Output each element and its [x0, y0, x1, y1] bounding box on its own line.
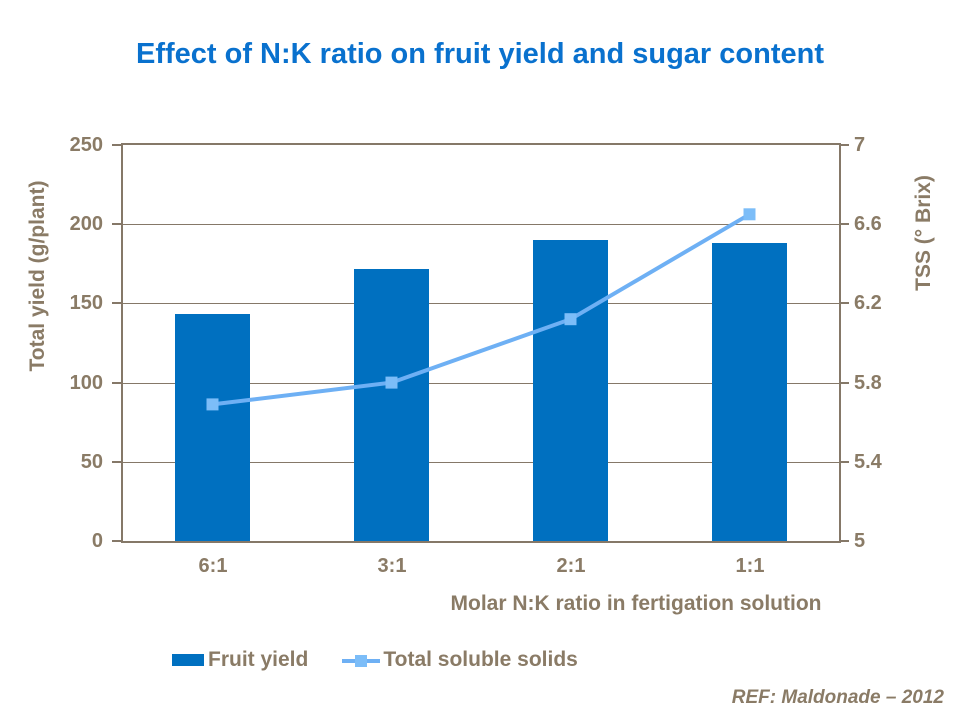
left-axis-title: Total yield (g/plant): [26, 180, 49, 372]
left-tick-mark: [112, 223, 121, 225]
right-axis-tick-5: 5: [854, 530, 866, 552]
x-axis-tick-3:1: 3:1: [377, 555, 407, 577]
right-tick-mark: [841, 461, 849, 463]
left-axis-tick-0: 0: [91, 530, 103, 552]
legend-label-fruit-yield: Fruit yield: [208, 648, 309, 671]
gridline-200: [123, 224, 839, 225]
right-tick-mark: [841, 302, 849, 304]
chart-title: Effect of N:K ratio on fruit yield and s…: [136, 38, 824, 70]
right-axis-tick-6.6: 6.6: [854, 213, 882, 235]
legend-label-total-soluble-solids: Total soluble solids: [383, 648, 578, 671]
left-tick-mark: [112, 382, 121, 384]
right-tick-mark: [841, 144, 849, 146]
line-swatch-marker: [355, 654, 368, 667]
right-tick-mark: [841, 223, 849, 225]
left-tick-mark: [112, 144, 121, 146]
line-series-swatch-icon: [342, 654, 381, 667]
bar-3:1: [354, 269, 429, 541]
x-axis-tick-2:1: 2:1: [556, 555, 586, 577]
legend-item-total-soluble-solids: Total soluble solids: [342, 648, 578, 672]
right-axis-tick-7: 7: [854, 134, 866, 156]
right-axis-tick-6.2: 6.2: [854, 292, 882, 314]
right-axis-title: TSS (° Brix): [912, 175, 935, 291]
right-axis-tick-5.4: 5.4: [854, 451, 882, 473]
left-axis-tick-50: 50: [80, 451, 103, 473]
bar-6:1: [175, 314, 250, 541]
legend-item-fruit-yield: Fruit yield: [172, 648, 308, 672]
tss-line: [212, 212, 751, 407]
x-axis-tick-1:1: 1:1: [735, 555, 765, 577]
left-tick-mark: [112, 540, 121, 542]
right-tick-mark: [841, 540, 849, 542]
left-axis-tick-200: 200: [69, 213, 103, 235]
left-tick-mark: [112, 302, 121, 304]
plot-area: [121, 143, 841, 543]
right-tick-mark: [841, 382, 849, 384]
legend: Fruit yield Total soluble solids: [172, 648, 578, 672]
bar-series-swatch-icon: [172, 654, 204, 666]
right-axis-tick-5.8: 5.8: [854, 372, 882, 394]
left-axis-tick-100: 100: [69, 372, 103, 394]
reference-text: REF: Maldonade – 2012: [731, 687, 944, 708]
x-axis-title: Molar N:K ratio in fertigation solution: [450, 592, 822, 615]
left-axis-tick-250: 250: [69, 134, 103, 156]
gridline-50: [123, 462, 839, 463]
left-tick-mark: [112, 461, 121, 463]
bar-1:1: [712, 243, 787, 541]
x-axis-tick-6:1: 6:1: [198, 555, 228, 577]
bar-2:1: [533, 240, 608, 541]
tss-marker-1:1: [743, 208, 756, 221]
left-axis-tick-150: 150: [69, 292, 103, 314]
